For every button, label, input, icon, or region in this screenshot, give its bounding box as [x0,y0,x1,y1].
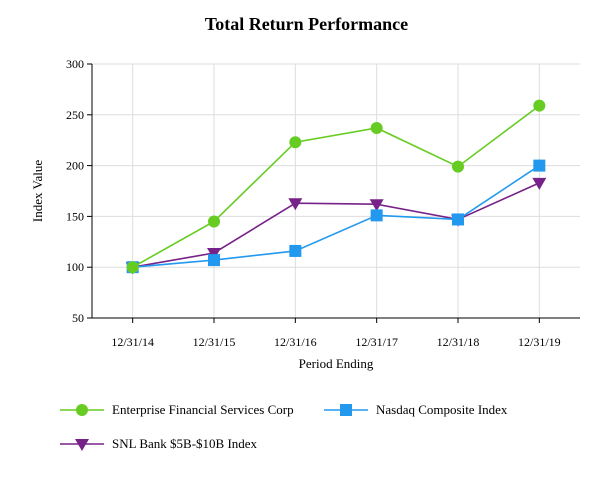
legend-label: Nasdaq Composite Index [376,402,508,417]
y-tick-label: 200 [66,159,84,173]
legend-label: Enterprise Financial Services Corp [112,402,294,417]
legend-item: SNL Bank $5B-$10B Index [60,436,257,452]
y-tick-label: 50 [72,311,84,325]
legend-marker [76,404,88,416]
legend-marker [75,439,89,451]
data-point [288,198,303,211]
plot-area: 50 100 150 200 250 300 12/31/14 12/31/15 12/31/1… [30,57,580,371]
y-tick-label: 150 [66,209,84,223]
legend-item: Nasdaq Composite Index [324,402,507,418]
x-tick-label: 12/31/18 [437,335,480,349]
legend-swatch [60,404,104,416]
data-point [533,99,546,112]
data-point [369,199,384,212]
data-point [532,177,547,190]
data-point [126,261,139,274]
legend-marker [340,404,352,416]
y-tick-label: 100 [66,260,84,274]
legend-item: Enterprise Financial Services Corp [60,402,294,418]
data-point [207,247,221,260]
x-tick-label: 12/31/14 [111,335,154,349]
legend-swatch [324,404,368,416]
data-point [208,215,220,228]
data-point [289,244,302,257]
x-tick-label: 12/31/17 [355,335,398,349]
legend-swatch [60,439,104,451]
series-line-2 [132,182,540,268]
data-point [370,122,383,135]
x-tick-label: 12/31/15 [193,335,236,349]
data-point [370,209,383,222]
y-tick-label: 300 [66,57,84,71]
series-line-1 [132,164,540,268]
x-tick-label: 12/31/19 [518,335,561,349]
x-tick-label: 12/31/16 [274,335,317,349]
series-line-0 [132,105,540,268]
data-point [289,136,302,149]
data-point [208,254,220,267]
legend-label: SNL Bank $5B-$10B Index [112,436,258,451]
legend: Enterprise Financial Services Corp Nasdaq… [60,396,600,466]
y-axis-label: Index Value [30,160,45,222]
chart-title: Total Return Performance [204,14,409,34]
data-point [452,160,464,173]
x-axis-label: Period Ending [299,356,374,371]
y-tick-label: 250 [66,108,84,122]
data-point [533,159,546,172]
data-point [452,213,464,226]
